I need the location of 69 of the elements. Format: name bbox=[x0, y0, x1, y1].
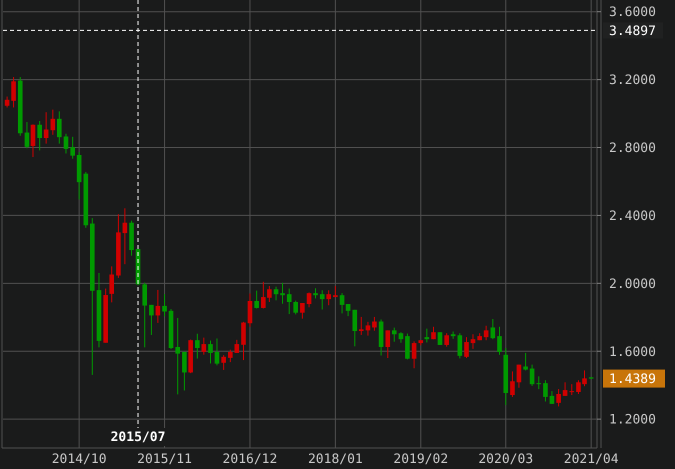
candlestick bbox=[149, 304, 154, 336]
candlestick bbox=[70, 136, 75, 160]
candlestick bbox=[202, 337, 206, 356]
x-tick-label: 2018/01 bbox=[308, 452, 363, 467]
candlestick bbox=[372, 316, 377, 332]
y-tick-label: 3.2000 bbox=[609, 73, 656, 88]
candlestick bbox=[50, 109, 56, 136]
candlestick bbox=[530, 364, 534, 386]
candlestick bbox=[523, 352, 528, 371]
candlestick bbox=[221, 354, 226, 370]
x-tick-label: 2014/10 bbox=[52, 452, 107, 467]
ref-line-label: 3.4897 bbox=[609, 24, 656, 39]
candlestick bbox=[366, 321, 370, 336]
candlestick bbox=[562, 382, 568, 396]
candlestick bbox=[24, 122, 30, 149]
candlestick bbox=[412, 340, 416, 369]
candlestick bbox=[234, 339, 240, 354]
candlestick bbox=[109, 266, 114, 303]
candlestick bbox=[497, 326, 502, 356]
candlestick bbox=[286, 288, 292, 315]
candlestick bbox=[424, 328, 430, 343]
candlestick bbox=[44, 112, 48, 144]
x-tick-label: 2015/11 bbox=[137, 452, 192, 467]
candlestick bbox=[392, 327, 397, 342]
candlestick bbox=[30, 124, 36, 158]
candlestick bbox=[326, 290, 331, 306]
x-tick-label: 2021/04 bbox=[564, 452, 619, 467]
candlestick bbox=[398, 332, 404, 344]
candlestick bbox=[438, 332, 442, 346]
candlestick bbox=[300, 302, 305, 320]
candlestick bbox=[195, 333, 200, 360]
candlestick bbox=[156, 289, 160, 324]
x-tick-label: 2019/02 bbox=[393, 452, 448, 467]
x-tick-label: 2016/12 bbox=[222, 452, 278, 467]
candlestick bbox=[352, 309, 358, 347]
candlestick bbox=[293, 300, 298, 315]
candlestick bbox=[458, 332, 462, 359]
candlestick bbox=[142, 282, 148, 348]
candlestick bbox=[228, 349, 233, 363]
candlestick bbox=[556, 388, 561, 407]
y-tick-label: 3.6000 bbox=[609, 5, 656, 20]
candlestick bbox=[569, 384, 574, 396]
candlestick bbox=[56, 110, 62, 144]
candlestick bbox=[306, 292, 312, 308]
y-tick-label: 2.0000 bbox=[609, 276, 656, 292]
y-tick-label: 1.6000 bbox=[609, 344, 656, 360]
candlestick bbox=[444, 332, 449, 348]
ref-line-label: 2015/07 bbox=[110, 430, 166, 445]
candlestick bbox=[405, 333, 410, 360]
y-tick-label: 2.8000 bbox=[609, 141, 656, 156]
candlestick bbox=[385, 330, 390, 359]
text: 1.4389 bbox=[609, 372, 656, 388]
candlestick bbox=[64, 133, 68, 154]
candlestick bbox=[11, 76, 16, 108]
y-tick-label: 1.2000 bbox=[609, 412, 656, 428]
candlestick bbox=[484, 325, 488, 341]
x-tick-label: 2020/03 bbox=[478, 452, 534, 467]
candlestick bbox=[4, 96, 10, 108]
candlestick bbox=[37, 120, 42, 151]
candlestick bbox=[313, 288, 318, 299]
y-tick-label: 2.4000 bbox=[609, 208, 656, 224]
candlestick bbox=[320, 290, 325, 310]
candlestick bbox=[431, 326, 436, 340]
candlestick bbox=[175, 317, 180, 395]
candlestick bbox=[536, 376, 542, 390]
candlestick bbox=[254, 290, 259, 309]
candlestick bbox=[122, 208, 128, 265]
candlestick bbox=[490, 318, 496, 340]
candlestick bbox=[182, 351, 187, 391]
